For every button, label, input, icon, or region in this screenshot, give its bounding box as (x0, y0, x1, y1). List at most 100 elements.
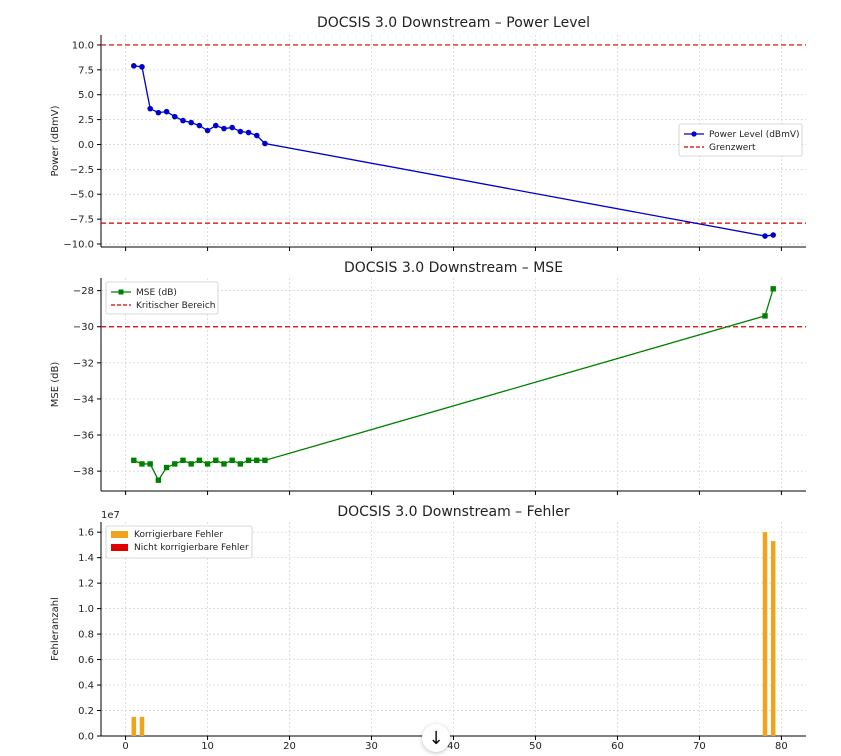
legend-threshold-label: Grenzwert (709, 143, 756, 153)
x-tick-label: 70 (693, 741, 706, 752)
data-point (213, 457, 219, 464)
data-point (262, 457, 268, 464)
y-tick-label: −2.5 (70, 165, 94, 176)
x-tick-label: 0 (122, 741, 128, 752)
data-point (139, 461, 145, 467)
y-tick-label: 1.4 (78, 553, 94, 564)
legend-series-marker (118, 289, 124, 295)
bar (139, 716, 145, 736)
data-point (180, 457, 186, 464)
legend-swatch (111, 531, 128, 538)
arrow-down-icon: ↓ (428, 727, 444, 749)
legend-series-marker (691, 131, 697, 137)
y-axis-label: Power (dBmV) (50, 105, 61, 176)
legend-box (678, 123, 803, 157)
data-point (212, 122, 219, 129)
data-point (155, 477, 162, 483)
bar (762, 532, 768, 736)
chart-title: DOCSIS 3.0 Downstream – Fehler (337, 504, 570, 520)
data-point (139, 64, 145, 70)
data-point (253, 132, 260, 139)
data-point (130, 63, 137, 69)
legend-threshold-label: Kritischer Bereich (136, 301, 215, 311)
y-tick-label: 10.0 (72, 40, 94, 51)
y-tick-label: 0.4 (78, 681, 94, 692)
x-tick-label: 50 (529, 741, 542, 752)
y-tick-label: −38 (73, 467, 94, 478)
y-tick-label: −30 (73, 322, 94, 333)
legend-swatch (111, 544, 128, 551)
data-point (155, 109, 162, 116)
legend-box (105, 281, 219, 315)
data-point (163, 464, 170, 471)
scroll-down-button[interactable]: ↓ (422, 724, 450, 752)
data-point (221, 461, 227, 467)
y-tick-label: 1.6 (78, 528, 94, 539)
y-axis-label: Fehleranzahl (50, 597, 61, 661)
data-point (221, 125, 227, 132)
data-point (204, 461, 211, 467)
chart-title: DOCSIS 3.0 Downstream – Power Level (317, 15, 590, 31)
y-axis-label: MSE (dB) (50, 362, 61, 408)
y-tick-label: 7.5 (78, 65, 94, 76)
legend-label: Nicht korrigierbare Fehler (134, 543, 249, 553)
legend-label: Korrigierbare Fehler (134, 530, 223, 540)
data-point (245, 129, 252, 136)
chart-panel-1: DOCSIS 3.0 Downstream – Power Level 10.0 7… (50, 15, 806, 251)
data-point (147, 105, 153, 112)
data-point (204, 127, 211, 134)
legend-box (105, 525, 253, 559)
legend-series-label: MSE (dB) (136, 288, 177, 298)
x-tick-label: 40 (447, 741, 460, 752)
x-tick-label: 60 (611, 741, 624, 752)
y-tick-label: 0.2 (78, 706, 94, 717)
y-tick-label: −36 (73, 431, 94, 442)
data-point (196, 122, 203, 129)
x-tick-label: 10 (201, 741, 214, 752)
y-tick-label: −5.0 (70, 190, 94, 201)
legend-series-label: Power Level (dBmV) (709, 130, 800, 140)
bar (131, 716, 137, 736)
y-tick-label: −32 (73, 358, 94, 369)
y-tick-label: 1.0 (78, 604, 94, 615)
chart-panel-2: DOCSIS 3.0 Downstream – MSE −28 −30 −32 −34 −… (50, 260, 806, 495)
data-point (237, 461, 244, 467)
data-point (237, 128, 244, 135)
y-tick-label: 0.6 (78, 655, 94, 666)
y-tick-label: −7.5 (70, 215, 94, 226)
data-point (147, 461, 153, 467)
chart-title: DOCSIS 3.0 Downstream – MSE (344, 260, 563, 276)
y-tick-label: 0.8 (78, 630, 94, 641)
data-point (762, 233, 768, 239)
data-point (180, 117, 186, 124)
data-point (188, 119, 194, 126)
data-point (254, 457, 260, 464)
y-tick-label: 1.2 (78, 579, 94, 590)
y-tick-label: 2.5 (78, 115, 94, 126)
data-point (163, 108, 170, 115)
x-tick-label: 20 (283, 741, 296, 752)
y-tick-label: −10.0 (63, 240, 94, 251)
y-tick-label: −34 (73, 394, 94, 405)
y-tick-label: 0.0 (78, 140, 94, 151)
y-tick-label: −28 (73, 286, 94, 297)
data-point (188, 461, 194, 467)
y-tick-label: 5.0 (78, 90, 94, 101)
x-tick-label: 80 (775, 741, 788, 752)
data-point (262, 140, 268, 147)
chart-panel-3: DOCSIS 3.0 Downstream – Fehler 1.6 1.4 1.2 1… (50, 504, 806, 752)
y-offset-label: 1e7 (101, 510, 120, 521)
data-point (229, 457, 235, 464)
data-point (762, 313, 768, 319)
data-point (172, 461, 178, 467)
bar (770, 541, 776, 736)
data-point (196, 457, 203, 464)
x-tick-label: 30 (365, 741, 378, 752)
data-point (770, 232, 777, 238)
data-point (229, 124, 235, 131)
data-point (770, 286, 776, 292)
data-point (171, 113, 178, 120)
data-point (131, 457, 137, 464)
y-tick-label: 0.0 (78, 732, 94, 743)
